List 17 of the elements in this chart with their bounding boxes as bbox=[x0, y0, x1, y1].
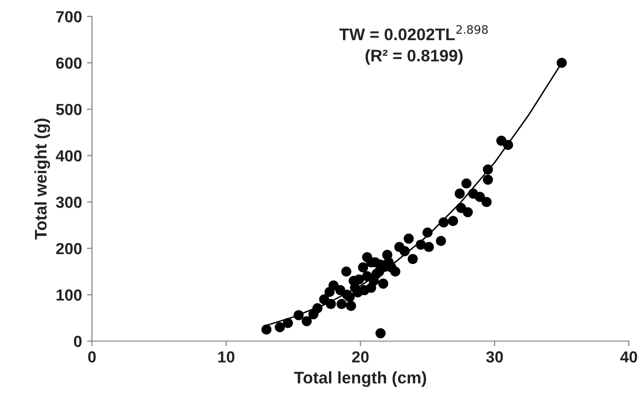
y-axis-title: Total weight (g) bbox=[34, 118, 50, 240]
x-tick-label: 20 bbox=[352, 351, 369, 363]
y-tick-label: 0 bbox=[74, 336, 82, 348]
y-tick-label: 300 bbox=[56, 196, 82, 208]
x-tick-label: 0 bbox=[88, 351, 96, 363]
y-tick-label: 400 bbox=[56, 150, 82, 162]
y-tick-label: 500 bbox=[56, 104, 82, 116]
x-axis-title: Total length (cm) bbox=[294, 371, 426, 387]
annotation: (R² = 0.8199) bbox=[366, 49, 463, 65]
x-tick-label: 30 bbox=[486, 351, 503, 363]
y-tick-label: 200 bbox=[56, 242, 82, 254]
annotation: TW = 0.0202TL$^{2.898}$ bbox=[339, 25, 488, 40]
y-tick-label: 700 bbox=[56, 11, 82, 22]
y-tick-label: 100 bbox=[56, 289, 82, 301]
x-tick-label: 10 bbox=[218, 351, 234, 363]
x-tick-label: 40 bbox=[620, 351, 638, 363]
y-tick-label: 600 bbox=[56, 57, 82, 69]
